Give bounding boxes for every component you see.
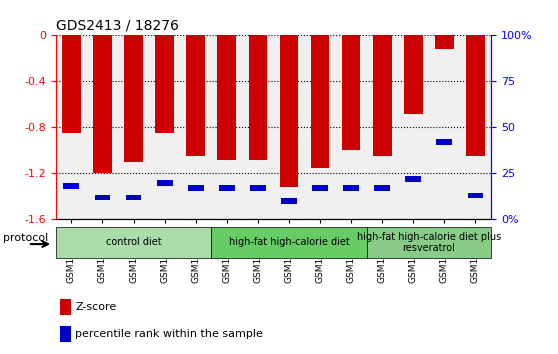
Text: control diet: control diet <box>105 238 161 247</box>
Bar <box>218 35 236 160</box>
FancyBboxPatch shape <box>211 227 367 258</box>
Bar <box>64 183 79 189</box>
Text: high-fat high-calorie diet: high-fat high-calorie diet <box>229 238 349 247</box>
Text: GDS2413 / 18276: GDS2413 / 18276 <box>56 19 179 33</box>
Bar <box>93 35 112 173</box>
Bar <box>155 35 174 133</box>
Bar <box>126 194 141 200</box>
Bar <box>157 180 172 185</box>
Bar <box>466 35 485 156</box>
Bar <box>124 35 143 162</box>
Text: Z-score: Z-score <box>75 302 117 312</box>
Bar <box>374 185 390 191</box>
Bar <box>436 139 453 145</box>
Bar <box>60 326 71 342</box>
Bar <box>311 35 329 168</box>
Bar <box>404 35 422 114</box>
Bar <box>94 194 110 200</box>
Bar <box>312 185 328 191</box>
Bar <box>60 299 71 315</box>
Text: high-fat high-calorie diet plus
resveratrol: high-fat high-calorie diet plus resverat… <box>357 232 501 253</box>
FancyBboxPatch shape <box>367 227 491 258</box>
Text: percentile rank within the sample: percentile rank within the sample <box>75 329 263 339</box>
Bar <box>373 35 392 156</box>
Bar <box>250 185 266 191</box>
Bar <box>248 35 267 160</box>
Bar <box>281 198 297 204</box>
Text: protocol: protocol <box>3 233 48 243</box>
Bar <box>406 176 421 182</box>
Bar <box>468 193 483 199</box>
Bar <box>62 35 81 133</box>
Bar <box>343 185 359 191</box>
Bar <box>219 185 235 191</box>
Bar <box>186 35 205 156</box>
Bar <box>280 35 299 187</box>
Bar <box>188 185 204 191</box>
Bar <box>435 35 454 49</box>
Bar <box>342 35 360 150</box>
FancyBboxPatch shape <box>56 227 211 258</box>
